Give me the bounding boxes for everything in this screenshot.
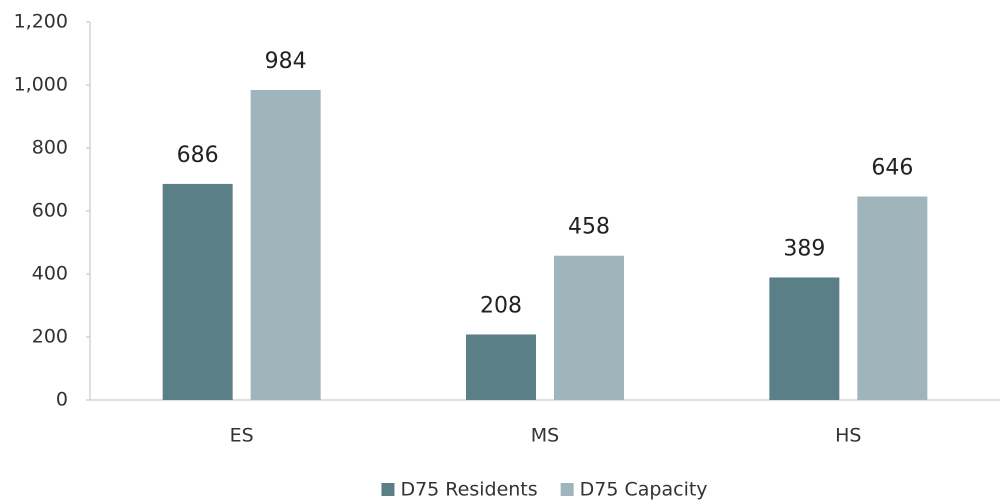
bar <box>769 277 840 400</box>
data-label: 984 <box>265 49 307 74</box>
y-tick-label: 200 <box>32 326 68 348</box>
bar <box>250 90 321 400</box>
bar <box>162 183 233 400</box>
y-tick-label: 400 <box>32 263 68 285</box>
y-tick-label: 1,000 <box>14 74 68 96</box>
x-tick-label: HS <box>835 425 861 447</box>
data-label: 646 <box>871 156 913 181</box>
data-label: 686 <box>177 143 219 168</box>
y-tick-label: 1,200 <box>14 11 68 33</box>
data-label: 389 <box>783 236 825 261</box>
legend-label: D75 Capacity <box>580 479 708 501</box>
data-label: 208 <box>480 293 522 318</box>
legend-swatch <box>560 483 574 496</box>
legend-swatch <box>381 483 395 496</box>
bar <box>466 334 536 400</box>
x-tick-label: ES <box>230 425 254 447</box>
y-tick-label: 600 <box>32 200 68 222</box>
y-tick-label: 800 <box>32 137 68 159</box>
bar <box>554 255 624 400</box>
legend-label: D75 Residents <box>400 479 537 501</box>
bar <box>857 196 928 400</box>
x-tick-label: MS <box>531 425 559 447</box>
data-label: 458 <box>568 215 610 240</box>
y-tick-label: 0 <box>56 389 68 411</box>
